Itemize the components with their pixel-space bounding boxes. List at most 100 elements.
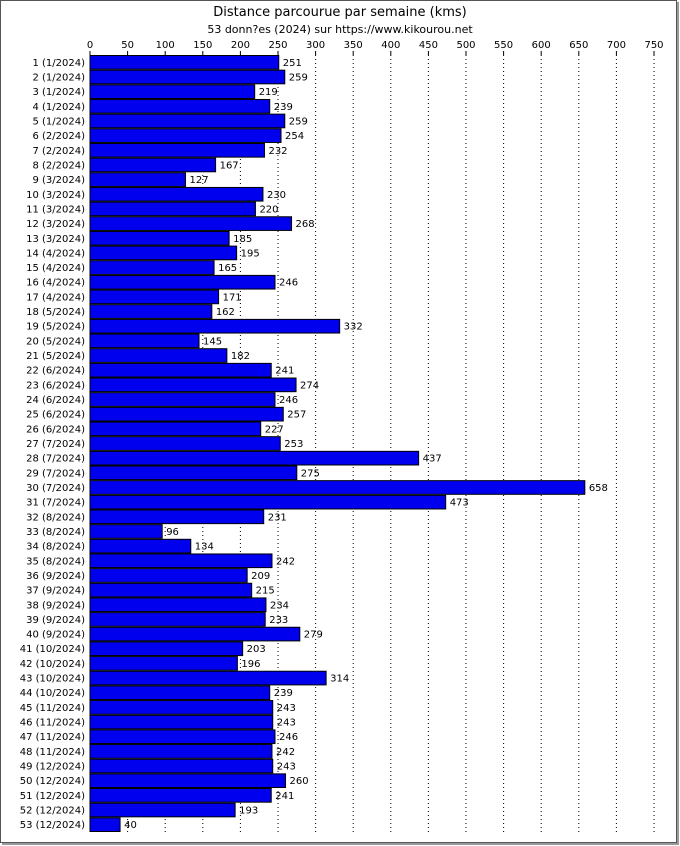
category-label: 5 (1/2024) <box>32 116 85 127</box>
category-label: 23 (6/2024) <box>26 380 85 391</box>
value-label: 473 <box>450 498 469 509</box>
bar <box>89 260 215 275</box>
category-label: 15 (4/2024) <box>26 263 85 274</box>
x-tick-label: 350 <box>344 40 363 51</box>
category-label: 27 (7/2024) <box>26 439 85 450</box>
bar <box>89 788 272 803</box>
category-label: 33 (8/2024) <box>26 527 85 538</box>
bar <box>89 245 238 261</box>
bar <box>89 55 280 70</box>
x-tick-label: 500 <box>456 40 475 51</box>
bar <box>89 553 273 569</box>
value-label: 658 <box>589 483 608 494</box>
bar <box>89 744 273 759</box>
bar <box>89 84 256 99</box>
value-label: 165 <box>218 263 237 274</box>
category-labels: 1 (1/2024) 2 (1/2024) 3 (1/2024) 4 (1/2024)… <box>20 58 85 831</box>
category-label: 16 (4/2024) <box>26 278 85 289</box>
bar <box>89 128 282 143</box>
chart-title: Distance parcourue par semaine (kms) <box>213 5 467 20</box>
bar <box>89 186 264 202</box>
value-label: 231 <box>268 512 287 523</box>
value-label: 195 <box>241 248 260 259</box>
bar <box>89 333 200 349</box>
category-label: 34 (8/2024) <box>26 542 85 553</box>
category-label: 7 (2/2024) <box>32 146 85 157</box>
category-label: 44 (10/2024) <box>20 688 85 699</box>
value-label: 96 <box>166 527 179 538</box>
category-label: 43 (10/2024) <box>20 674 85 685</box>
bar <box>89 773 287 789</box>
category-label: 30 (7/2024) <box>26 483 85 494</box>
bar <box>89 69 286 85</box>
bar <box>89 494 447 510</box>
value-label: 314 <box>330 674 349 685</box>
bar <box>89 201 256 217</box>
value-label: 242 <box>276 556 295 567</box>
value-label: 127 <box>190 175 209 186</box>
bar <box>89 582 253 598</box>
category-label: 49 (12/2024) <box>20 762 85 773</box>
bar <box>89 758 274 774</box>
category-label: 2 (1/2024) <box>32 72 85 83</box>
category-label: 22 (6/2024) <box>26 366 85 377</box>
value-label: 254 <box>285 131 304 142</box>
category-label: 6 (2/2024) <box>32 131 85 142</box>
value-label: 215 <box>256 586 275 597</box>
value-label: 234 <box>270 600 289 611</box>
x-tick-label: 450 <box>419 40 438 51</box>
bar <box>89 98 271 114</box>
category-label: 40 (9/2024) <box>26 630 85 641</box>
value-label: 246 <box>279 732 298 743</box>
value-label: 251 <box>283 58 302 69</box>
x-tick-label: 250 <box>268 40 287 51</box>
category-label: 1 (1/2024) <box>32 58 85 69</box>
bar <box>89 670 327 686</box>
category-label: 10 (3/2024) <box>26 190 85 201</box>
bar <box>89 406 284 422</box>
category-label: 28 (7/2024) <box>26 454 85 465</box>
value-label: 196 <box>241 659 260 670</box>
category-label: 45 (11/2024) <box>20 703 85 714</box>
category-label: 46 (11/2024) <box>20 718 85 729</box>
value-label: 219 <box>259 87 278 98</box>
bar <box>89 656 238 671</box>
category-label: 47 (11/2024) <box>20 732 85 743</box>
category-label: 38 (9/2024) <box>26 600 85 611</box>
bar <box>89 362 272 378</box>
bar <box>89 685 271 701</box>
category-label: 20 (5/2024) <box>26 336 85 347</box>
category-label: 41 (10/2024) <box>20 644 85 655</box>
category-label: 25 (6/2024) <box>26 410 85 421</box>
bar <box>89 450 420 466</box>
value-label: 241 <box>275 366 294 377</box>
value-label: 268 <box>296 219 315 230</box>
bar <box>89 538 192 554</box>
category-label: 50 (12/2024) <box>20 776 85 787</box>
bar <box>89 626 301 642</box>
value-label: 259 <box>289 72 308 83</box>
category-label: 11 (3/2024) <box>26 204 85 215</box>
bar <box>89 509 265 525</box>
value-label: 209 <box>251 571 270 582</box>
value-label: 134 <box>195 542 214 553</box>
bar <box>89 157 217 173</box>
category-label: 12 (3/2024) <box>26 219 85 230</box>
category-label: 18 (5/2024) <box>26 307 85 318</box>
bar <box>89 142 265 158</box>
value-label: 203 <box>247 644 266 655</box>
category-label: 29 (7/2024) <box>26 468 85 479</box>
bar <box>89 480 586 495</box>
category-label: 19 (5/2024) <box>26 322 85 333</box>
value-label: 243 <box>277 762 296 773</box>
category-label: 53 (12/2024) <box>20 820 85 831</box>
category-label: 51 (12/2024) <box>20 791 85 802</box>
category-label: 35 (8/2024) <box>26 556 85 567</box>
x-tick-label: 750 <box>644 40 663 51</box>
value-label: 246 <box>279 395 298 406</box>
x-tick-label: 0 <box>87 40 93 51</box>
category-label: 48 (11/2024) <box>20 747 85 758</box>
value-label: 243 <box>277 718 296 729</box>
value-label: 437 <box>423 454 442 465</box>
value-label: 40 <box>124 820 137 831</box>
